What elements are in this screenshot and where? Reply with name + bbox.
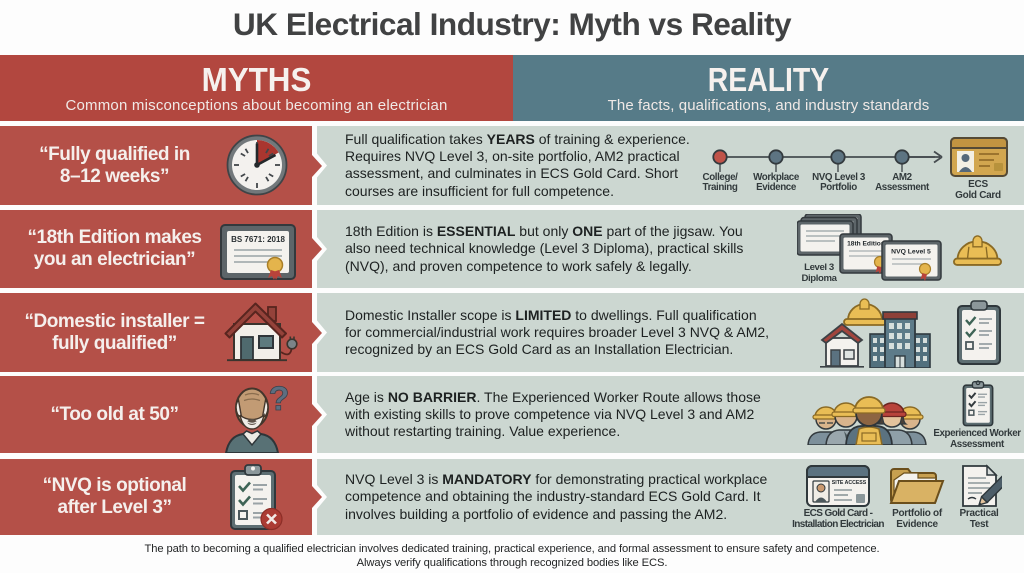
svg-text:18th Edition: 18th Edition	[847, 241, 885, 248]
svg-text:BS 7671: 2018: BS 7671: 2018	[231, 235, 285, 244]
svg-text:SITE ACCESS: SITE ACCESS	[832, 480, 867, 486]
svg-text:NVQ Level 5: NVQ Level 5	[891, 249, 931, 256]
svg-text:?: ?	[269, 384, 290, 418]
